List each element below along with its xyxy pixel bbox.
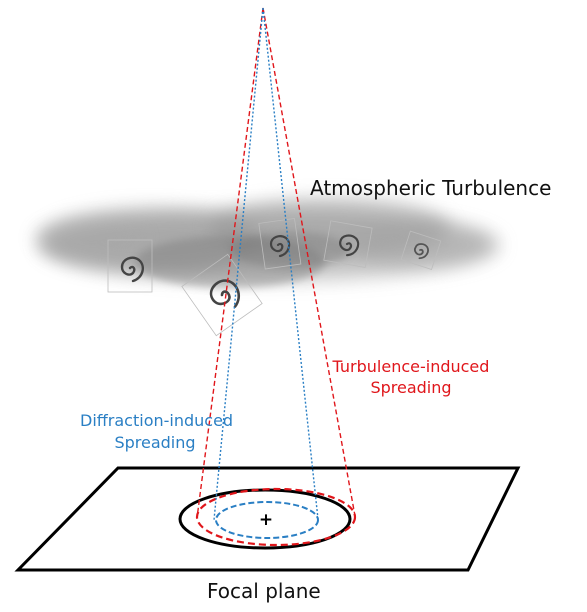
- eddy-swirl: [107, 239, 153, 293]
- center-marker: +: [259, 510, 273, 530]
- turbulence-spreading-label: Turbulence-induced Spreading: [326, 356, 496, 398]
- diffraction-spreading-line2: Spreading: [114, 433, 196, 452]
- focal-plane: [14, 466, 521, 572]
- turbulence-spreading-line1: Turbulence-induced: [332, 357, 490, 376]
- eddy-swirl: [181, 253, 263, 337]
- turbulence-cloud: [35, 198, 500, 288]
- turbulence-spreading-line2: Spreading: [370, 378, 452, 397]
- eddy-swirl: [400, 230, 442, 271]
- turbulence-cone: [195, 7, 357, 547]
- turbulence-spot: [195, 487, 357, 547]
- eddy-swirl: [323, 220, 373, 268]
- focal-plane-title: Focal plane: [207, 579, 321, 603]
- diffraction-spreading-label: Diffraction-induced Spreading: [80, 410, 234, 454]
- diffraction-spot: [215, 501, 319, 539]
- turbulence-title: Atmospheric Turbulence: [310, 176, 552, 200]
- diffraction-cone: [213, 7, 319, 539]
- diffraction-spreading-line1: Diffraction-induced: [80, 411, 234, 430]
